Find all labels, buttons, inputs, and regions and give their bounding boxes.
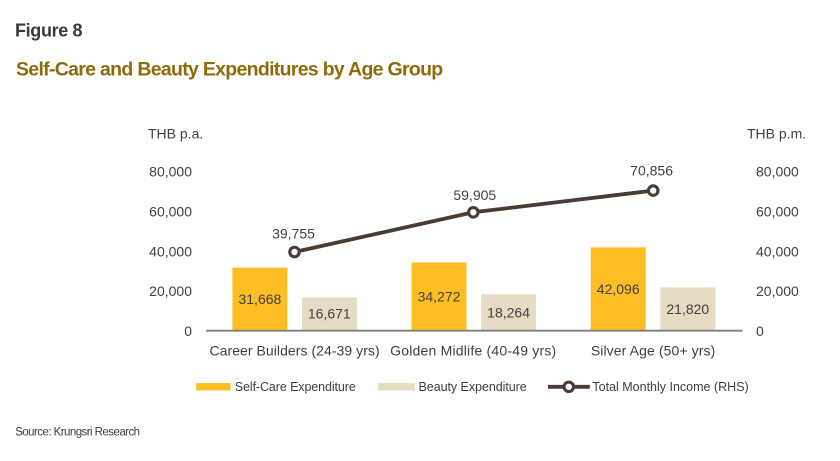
svg-text:Self-Care Expenditure: Self-Care Expenditure bbox=[235, 380, 356, 394]
svg-text:60,000: 60,000 bbox=[149, 204, 192, 220]
svg-text:60,000: 60,000 bbox=[756, 204, 799, 220]
svg-text:39,755: 39,755 bbox=[272, 225, 315, 241]
svg-text:0: 0 bbox=[756, 323, 764, 339]
svg-text:42,096: 42,096 bbox=[597, 281, 640, 297]
svg-text:20,000: 20,000 bbox=[149, 283, 192, 299]
svg-text:21,820: 21,820 bbox=[666, 301, 709, 317]
svg-text:34,272: 34,272 bbox=[418, 289, 461, 305]
svg-text:Self-Care and Beauty Expenditu: Self-Care and Beauty Expenditures by Age… bbox=[16, 59, 443, 81]
svg-text:Total Monthly Income (RHS): Total Monthly Income (RHS) bbox=[592, 380, 748, 394]
svg-text:59,905: 59,905 bbox=[453, 187, 496, 203]
svg-text:Figure 8: Figure 8 bbox=[15, 21, 83, 41]
svg-text:16,671: 16,671 bbox=[308, 305, 351, 321]
svg-text:70,856: 70,856 bbox=[630, 163, 673, 179]
svg-text:18,264: 18,264 bbox=[487, 304, 530, 320]
svg-text:0: 0 bbox=[184, 323, 192, 339]
svg-text:THB p.a.: THB p.a. bbox=[148, 126, 203, 142]
svg-text:40,000: 40,000 bbox=[756, 243, 799, 259]
svg-text:Golden Midlife (40-49 yrs): Golden Midlife (40-49 yrs) bbox=[390, 343, 556, 359]
svg-text:80,000: 80,000 bbox=[149, 164, 192, 180]
svg-text:Silver Age (50+ yrs): Silver Age (50+ yrs) bbox=[591, 343, 716, 359]
svg-text:80,000: 80,000 bbox=[756, 164, 799, 180]
svg-text:20,000: 20,000 bbox=[756, 283, 799, 299]
svg-text:THB p.m.: THB p.m. bbox=[747, 126, 806, 142]
svg-text:40,000: 40,000 bbox=[149, 243, 192, 259]
svg-text:31,668: 31,668 bbox=[238, 291, 281, 307]
svg-text:Career Builders (24-39 yrs): Career Builders (24-39 yrs) bbox=[210, 343, 380, 359]
svg-text:Beauty Expenditure: Beauty Expenditure bbox=[419, 380, 527, 394]
svg-text:Source: Krungsri Research: Source: Krungsri Research bbox=[15, 426, 139, 438]
